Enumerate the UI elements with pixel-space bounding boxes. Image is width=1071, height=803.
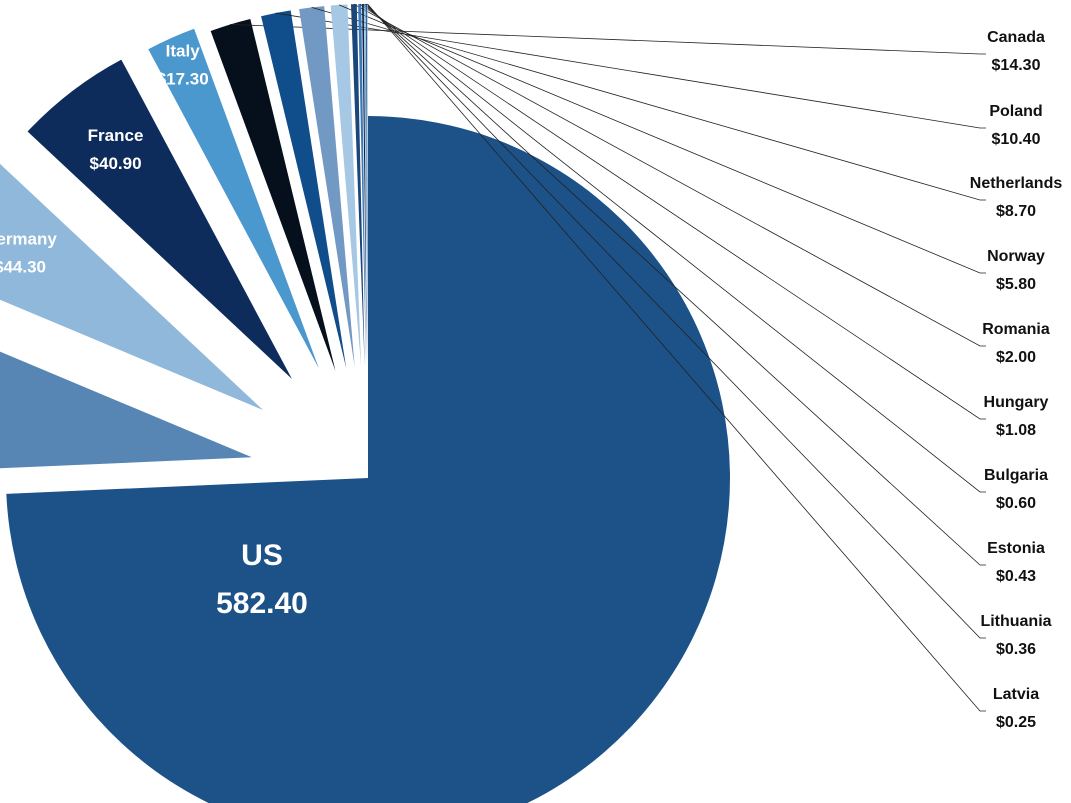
leader-line-estonia	[364, 3, 986, 566]
label-value-latvia: $0.25	[996, 714, 1036, 731]
leader-line-latvia	[367, 3, 986, 712]
slice-italy	[148, 28, 319, 369]
leader-line-romania	[353, 3, 986, 347]
label-value-estonia: $0.43	[996, 568, 1036, 585]
label-value-canada: $14.30	[992, 57, 1041, 74]
label-name-canada: Canada	[987, 29, 1045, 46]
slice-hungary	[358, 4, 367, 367]
leader-line-netherlands	[311, 6, 986, 201]
slice-latvia	[367, 4, 368, 367]
label-name-lithuania: Lithuania	[980, 613, 1051, 630]
leader-line-poland	[275, 12, 986, 129]
label-name-latvia: Latvia	[993, 686, 1039, 703]
leader-line-lithuania	[366, 3, 986, 639]
label-value-germany: $44.30	[0, 258, 46, 277]
slice-bulgaria	[362, 4, 367, 367]
slice-poland	[261, 10, 347, 369]
label-value-us: 582.40	[216, 587, 308, 620]
label-name-germany: Germany	[0, 230, 57, 249]
label-name-france: France	[88, 126, 144, 145]
leader-line-norway	[338, 4, 986, 274]
leader-line-bulgaria	[362, 3, 986, 493]
label-value-france: $40.90	[90, 154, 142, 173]
label-name-bulgaria: Bulgaria	[984, 467, 1048, 484]
label-name-hungary: Hungary	[984, 394, 1049, 411]
label-name-estonia: Estonia	[987, 540, 1045, 557]
label-value-lithuania: $0.36	[996, 641, 1036, 658]
slice-germany	[0, 163, 264, 411]
label-value-italy: $17.30	[157, 70, 209, 89]
slice-romania	[350, 4, 365, 367]
label-value-bulgaria: $0.60	[996, 495, 1036, 512]
label-value-hungary: $1.08	[996, 422, 1036, 439]
label-name-netherlands: Netherlands	[970, 175, 1063, 192]
label-value-romania: $2.00	[996, 349, 1036, 366]
slice-netherlands	[299, 6, 355, 367]
label-name-us: US	[241, 539, 283, 572]
label-name-norway: Norway	[987, 248, 1045, 265]
label-name-poland: Poland	[989, 103, 1042, 120]
label-value-poland: $10.40	[992, 131, 1041, 148]
slice-norway	[330, 4, 362, 367]
slice-us	[6, 116, 731, 803]
label-value-netherlands: $8.70	[996, 203, 1036, 220]
slice-canada	[210, 18, 336, 371]
label-name-italy: Italy	[166, 42, 201, 61]
leader-line-hungary	[359, 3, 986, 420]
slice-estonia	[364, 4, 368, 367]
slice-uk	[0, 351, 252, 469]
slice-lithuania	[365, 4, 368, 367]
label-name-romania: Romania	[982, 321, 1050, 338]
slice-france	[27, 59, 292, 379]
leader-line-canada	[230, 24, 986, 55]
label-value-norway: $5.80	[996, 276, 1036, 293]
